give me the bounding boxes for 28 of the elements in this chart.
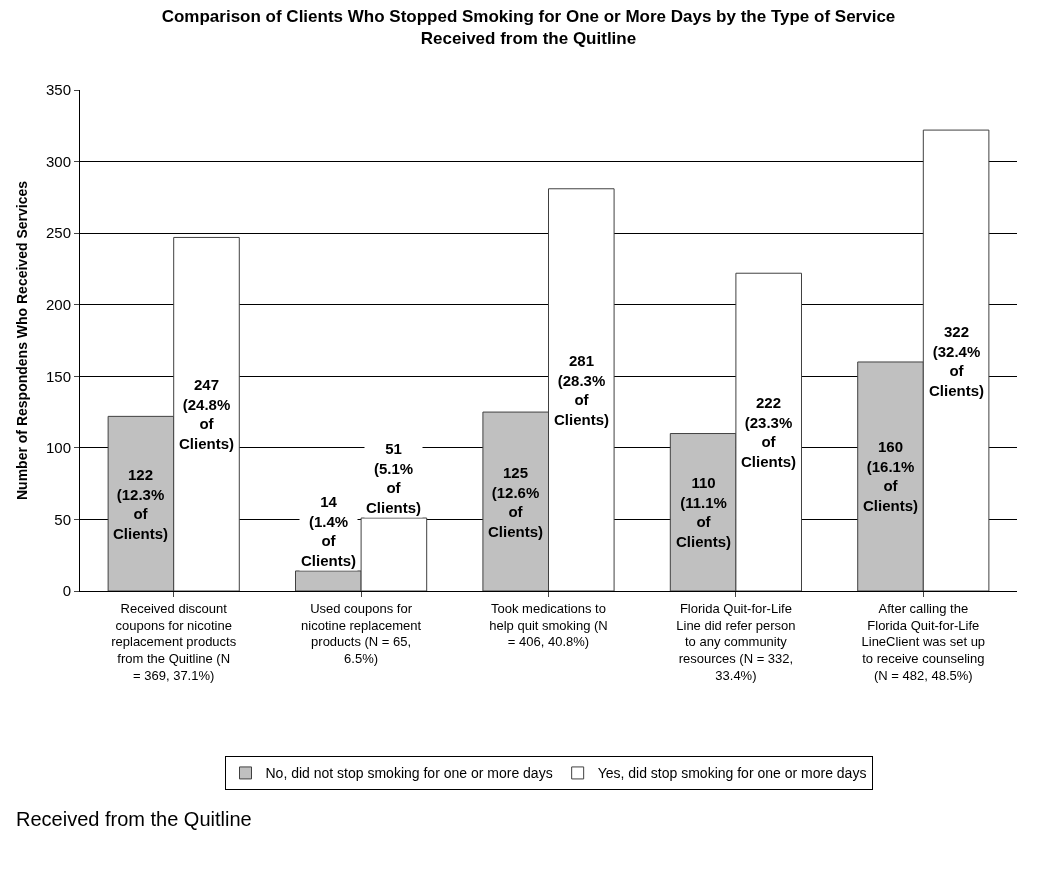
- y-tick-label: 300: [45, 152, 71, 170]
- legend-label: Yes, did stop smoking for one or more days: [597, 765, 867, 782]
- text: Received from the Quitline: [16, 808, 252, 830]
- y-axis-title: Number of Respondens Who Received Services: [13, 180, 30, 500]
- data-label: 322 (32.4% of Clients): [929, 323, 985, 399]
- y-tick-label: 0: [62, 582, 71, 600]
- data-label: 122 (12.3% of Clients): [113, 466, 169, 542]
- legend-label: No, did not stop smoking for one or more days: [265, 765, 553, 782]
- x-tick-label: Received discount coupons for nicotine replacement products from the Quitline (N = 369, 37.1%): [111, 600, 237, 684]
- y-tick-label: 100: [45, 439, 71, 457]
- data-label: 281 (28.3% of Clients): [554, 352, 610, 428]
- x-tick-label: Used coupons for nicotine replacement products (N = 65, 6.5%): [301, 600, 422, 667]
- data-label: 160 (16.1% of Clients): [863, 438, 919, 514]
- data-label: 110 (11.1% of Clients): [676, 474, 732, 550]
- x-tick-label: Took medications to help quit smoking (N = 406, 40.8%): [489, 600, 608, 650]
- data-label: 222 (23.3% of Clients): [741, 394, 797, 470]
- data-label: 14 (1.4% of Clients): [301, 493, 357, 569]
- y-tick-label: 200: [45, 295, 71, 313]
- y-tick-label: 250: [45, 224, 71, 242]
- x-tick-label: After calling the Florida Quit-for-Life LineClient was set up to receive counseling (N = 482, 48.5%): [861, 600, 986, 684]
- x-tick-label: Florida Quit-for-Life Line did refer person to any community resources (N = 332, 33.4%): [676, 600, 796, 684]
- data-label: 51 (5.1% of Clients): [366, 440, 422, 516]
- data-label: 125 (12.6% of Clients): [488, 464, 544, 540]
- data-label: 247 (24.8% of Clients): [179, 376, 235, 452]
- chart-title: Comparison of Clients Who Stopped Smoking for One or More Days by the Type of Service Received from the Quitline: [161, 7, 896, 49]
- y-tick-label: 150: [45, 367, 71, 385]
- y-tick-label: 350: [45, 81, 71, 99]
- y-tick-label: 50: [54, 510, 71, 528]
